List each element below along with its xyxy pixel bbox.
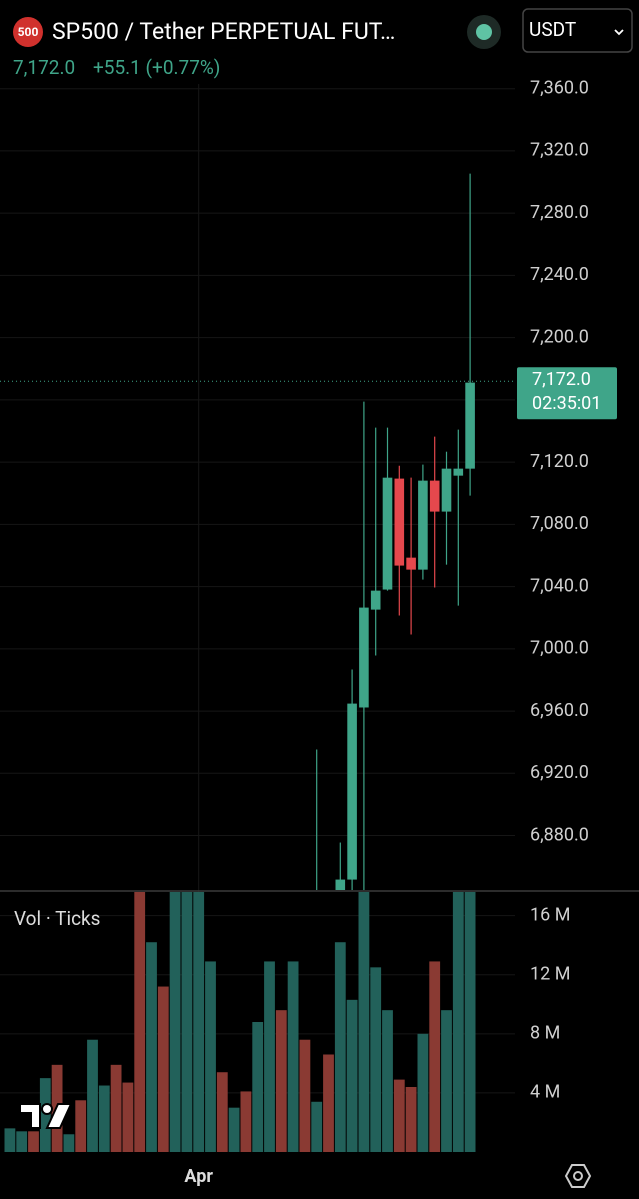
volume-bar <box>169 892 181 1152</box>
volume-bar <box>441 1010 452 1152</box>
candle-body <box>347 703 357 880</box>
candle-body <box>370 590 381 610</box>
volume-bar <box>181 892 193 1152</box>
volume-bar <box>39 1078 51 1152</box>
volume-bar <box>287 961 299 1152</box>
volume-bar <box>464 892 476 1152</box>
last-price-tag <box>517 367 617 420</box>
volume-bar <box>252 1022 264 1152</box>
volume-bar <box>370 967 382 1152</box>
candle-body <box>359 607 369 708</box>
volume-bar <box>216 1072 228 1152</box>
volume-bar <box>63 1134 75 1152</box>
volume-title: Vol · Ticks <box>14 907 100 930</box>
volume-bar <box>429 961 441 1152</box>
volume-bar <box>87 1039 98 1152</box>
volume-bar <box>228 1107 240 1152</box>
volume-tick-label: 8 M <box>530 1023 560 1044</box>
candle-body <box>429 480 440 512</box>
y-tick-label: 7,080.0 <box>530 513 589 534</box>
status-dot <box>476 24 492 40</box>
candle-body <box>453 468 464 476</box>
y-tick-label: 7,120.0 <box>530 451 589 472</box>
volume-bar <box>122 1082 134 1152</box>
last-price-tag-label: 7,172.0 <box>532 369 591 390</box>
candle-body <box>465 382 475 469</box>
y-tick-label: 7,360.0 <box>530 77 589 98</box>
candle-body <box>394 478 405 566</box>
volume-bar <box>311 1101 323 1152</box>
volume-bar <box>323 1054 334 1152</box>
volume-bar <box>16 1131 28 1152</box>
volume-bar <box>334 942 346 1152</box>
tv-logo <box>19 1103 73 1129</box>
header-bg <box>0 0 515 84</box>
candle-body <box>382 477 393 590</box>
volume-bar <box>75 1100 87 1152</box>
y-tick-label: 7,320.0 <box>530 140 589 161</box>
y-tick-label: 7,240.0 <box>530 264 589 285</box>
volume-bar <box>299 1039 311 1152</box>
volume-tick-label: 16 M <box>530 904 570 925</box>
volume-bar <box>110 1064 122 1152</box>
x-tick-label: Apr <box>184 1166 213 1187</box>
last-price: 7,172.0 <box>13 56 75 79</box>
currency-label: USDT <box>529 18 576 41</box>
y-tick-label: 7,000.0 <box>530 638 589 659</box>
volume-bar <box>205 961 216 1152</box>
volume-bar <box>275 1010 287 1152</box>
volume-bar <box>405 1087 417 1152</box>
candle-body <box>418 480 428 570</box>
dropdown-caret <box>614 29 624 36</box>
volume-bar <box>240 1091 252 1152</box>
volume-bar <box>346 999 358 1152</box>
y-tick-label: 6,920.0 <box>530 762 589 783</box>
y-tick-label: 7,280.0 <box>530 202 589 223</box>
volume-tick-label: 4 M <box>530 1082 560 1103</box>
volume-bar <box>358 892 370 1152</box>
volume-bar <box>417 1033 429 1152</box>
y-tick-label: 7,040.0 <box>530 575 589 596</box>
volume-bar <box>4 1128 16 1152</box>
candle-body <box>335 879 346 890</box>
volume-bar <box>157 986 169 1152</box>
y-tick-label: 6,960.0 <box>530 700 589 721</box>
volume-bar <box>193 892 205 1152</box>
volume-bar <box>452 892 464 1152</box>
settings-icon[interactable] <box>564 1164 592 1188</box>
y-tick-label: 7,200.0 <box>530 326 589 347</box>
volume-bar <box>134 892 146 1152</box>
volume-bar <box>98 1085 110 1152</box>
y-tick-label: 6,880.0 <box>530 824 589 845</box>
volume-bar <box>264 961 275 1152</box>
symbol-title[interactable]: SP500 / Tether PERPETUAL FUT… <box>52 18 395 45</box>
candle-body <box>406 557 416 570</box>
price-change: +55.1 (+0.77%) <box>93 56 220 79</box>
volume-bar <box>393 1079 405 1152</box>
volume-bar <box>28 1131 39 1152</box>
currency-dropdown[interactable] <box>522 8 633 53</box>
volume-tick-label: 12 M <box>530 963 570 984</box>
volume-bar <box>382 1010 393 1152</box>
volume-bar <box>146 942 157 1152</box>
countdown: 02:35:01 <box>532 393 601 414</box>
symbol-badge <box>13 17 43 47</box>
candle-body <box>441 468 452 512</box>
badge-text: 500 <box>18 25 39 39</box>
